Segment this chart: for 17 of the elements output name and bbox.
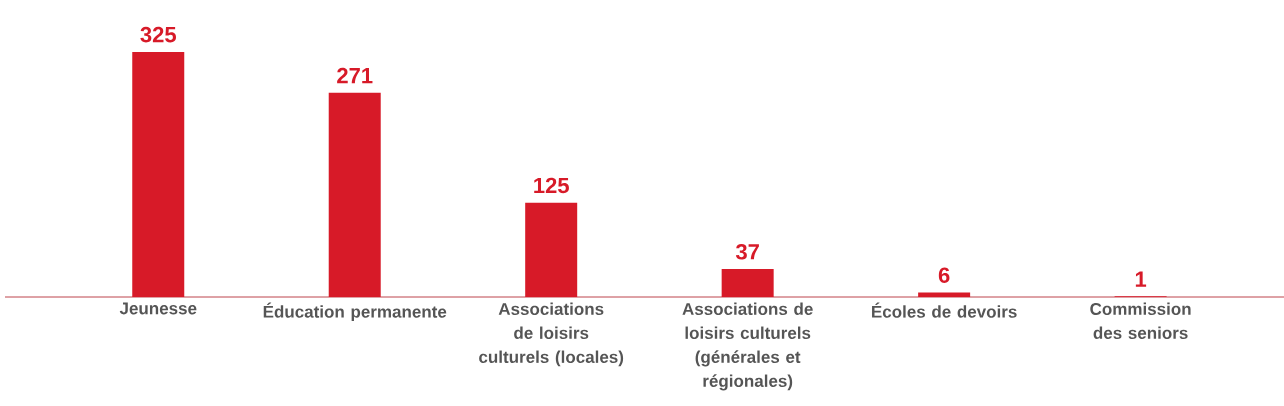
data-label: 1: [1135, 271, 1147, 287]
data-label: 271: [337, 67, 373, 84]
x-tick-label: Jeunesse: [119, 302, 197, 315]
data-label: 325: [140, 26, 176, 43]
x-tick-label: Éducation permanente: [263, 302, 447, 322]
x-tick-label: Écoles de devoirs: [872, 302, 1017, 318]
bar: [918, 292, 971, 297]
x-tick-label: Associations de loisirs culturels (générales et régionales): [682, 302, 813, 391]
x-tick-label: Commission des seniors: [1090, 302, 1191, 340]
bar: [525, 202, 578, 297]
data-label: 125: [534, 177, 569, 194]
x-tick-label: Associations de loisirs culturels (locales): [479, 302, 624, 367]
bar: [328, 92, 381, 297]
data-label: 6: [938, 267, 950, 283]
bar: [132, 52, 185, 297]
bar: [721, 269, 774, 297]
data-label: 37: [735, 243, 759, 260]
